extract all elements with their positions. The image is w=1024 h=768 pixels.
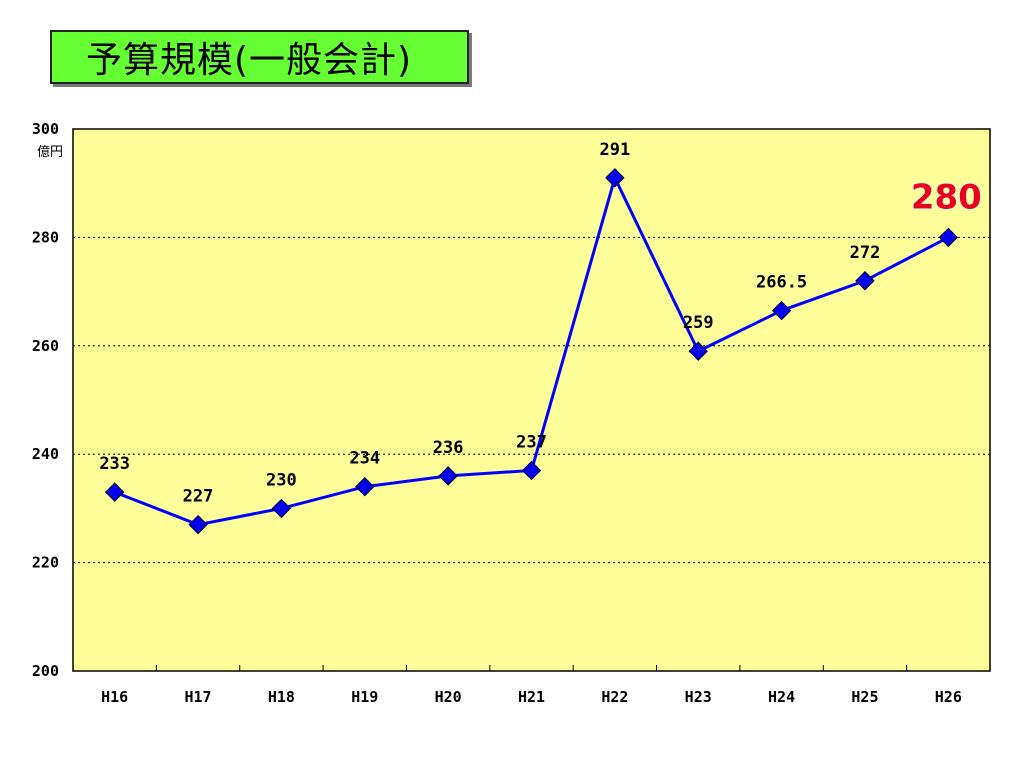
data-point-marker xyxy=(355,477,375,497)
data-label: 234 xyxy=(349,449,380,469)
data-label: 259 xyxy=(683,313,714,333)
data-point-marker xyxy=(271,498,292,519)
data-point-marker xyxy=(521,460,542,481)
x-axis: H16 H17 H18 H19 H20 H21 H22 H23 H24 H25 H26 xyxy=(101,665,962,706)
data-label: 266.5 xyxy=(756,273,807,293)
data-label: 230 xyxy=(266,470,297,490)
x-tick-label: H23 xyxy=(685,688,712,706)
data-label: 236 xyxy=(433,438,464,458)
x-tick-label: H20 xyxy=(435,688,462,706)
data-point-marker xyxy=(688,341,708,361)
data-labels: 233 227 230 234 236 237 291 259 266.5 272 280 xyxy=(99,140,982,507)
x-tick-label: H18 xyxy=(268,688,295,706)
data-point-marker xyxy=(855,271,875,291)
y-tick-label: 220 xyxy=(32,554,59,572)
x-tick-label: H24 xyxy=(768,688,795,706)
x-tick-label: H17 xyxy=(184,688,211,706)
data-point-marker xyxy=(938,227,959,248)
x-tick-label: H19 xyxy=(351,688,378,706)
data-label: 233 xyxy=(99,454,130,474)
data-label: 272 xyxy=(850,243,881,263)
data-label: 227 xyxy=(183,487,214,507)
y-tick-label: 280 xyxy=(32,228,59,246)
y-axis: 200 220 240 260 280 300 xyxy=(32,120,59,680)
x-tick-label: H22 xyxy=(601,688,628,706)
data-label: 291 xyxy=(600,140,631,160)
y-axis-unit-label: 億円 xyxy=(37,144,63,160)
y-tick-label: 200 xyxy=(32,662,59,680)
y-tick-label: 260 xyxy=(32,337,59,355)
data-point-marker xyxy=(188,514,208,535)
data-point-marker xyxy=(104,482,125,502)
x-tick-label: H26 xyxy=(935,688,962,706)
data-label-highlight: 280 xyxy=(911,177,982,217)
chart-title: 予算規模(一般会計) xyxy=(86,40,413,81)
data-point-marker xyxy=(438,466,458,486)
data-point-marker xyxy=(771,300,792,321)
y-tick-label: 300 xyxy=(32,120,59,138)
y-tick-label: 240 xyxy=(32,445,59,463)
chart-title-box: 予算規模(一般会計) xyxy=(50,30,469,84)
data-label: 237 xyxy=(516,432,547,452)
data-markers xyxy=(104,168,959,535)
x-tick-label: H16 xyxy=(101,688,128,706)
x-tick-label: H25 xyxy=(851,688,878,706)
data-point-marker xyxy=(605,168,625,188)
plot-area xyxy=(72,128,991,672)
x-tick-label: H21 xyxy=(518,688,545,706)
